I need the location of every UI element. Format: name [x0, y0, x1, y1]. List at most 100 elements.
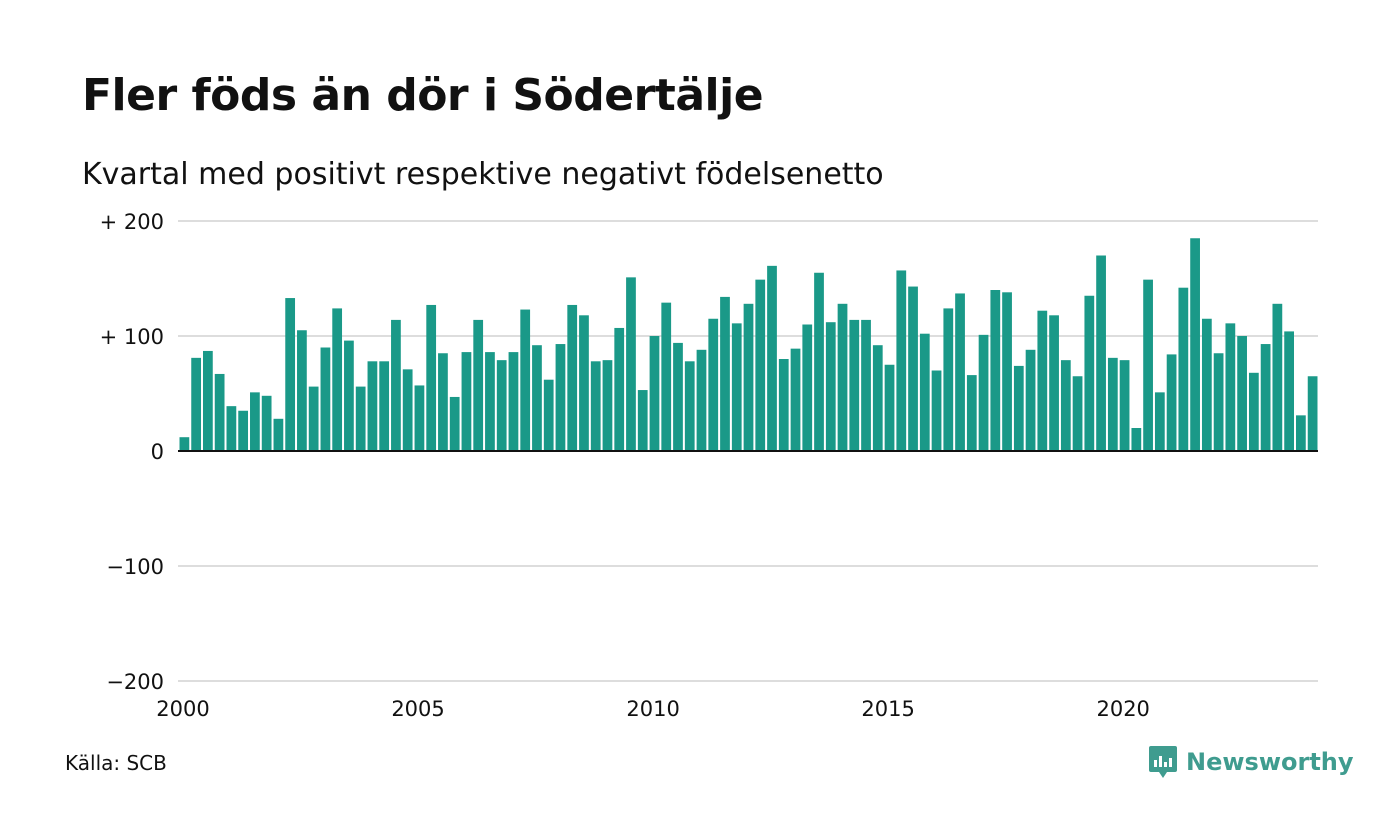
bar [931, 370, 942, 451]
bar [438, 353, 448, 451]
x-tick-label: 2010 [626, 697, 679, 721]
bar [1002, 292, 1012, 451]
bar [837, 303, 848, 451]
bar [861, 319, 871, 451]
bar [555, 344, 566, 451]
bar [778, 359, 789, 451]
chart-title: Fler föds än dör i Södertälje [82, 70, 764, 121]
bar [320, 347, 331, 451]
bar [1037, 310, 1048, 451]
bar [391, 319, 401, 451]
bar [1025, 349, 1036, 451]
bar [485, 352, 495, 451]
bar [567, 304, 578, 451]
bar [1084, 295, 1095, 451]
chart-subtitle: Kvartal med positivt respektive negativt… [82, 157, 884, 192]
bar [1096, 255, 1106, 451]
gridlines [178, 220, 1318, 682]
bar [1178, 287, 1189, 451]
y-tick-label: + 200 [100, 210, 164, 234]
bar [966, 375, 977, 451]
bar [1237, 336, 1247, 451]
bar [308, 386, 319, 451]
y-tick-label: 0 [151, 440, 164, 464]
bar [1060, 360, 1071, 451]
bar [1225, 323, 1236, 451]
bar [696, 349, 707, 451]
bar [579, 315, 589, 451]
bar [790, 348, 801, 451]
bar [978, 334, 989, 451]
bar [943, 308, 954, 451]
y-tick-label: −100 [106, 555, 164, 579]
bar [896, 270, 907, 451]
bar [543, 379, 554, 451]
bar [261, 395, 272, 451]
brand-logo: Newsworthy [1148, 744, 1354, 780]
bar [250, 392, 260, 451]
bar [673, 342, 683, 451]
bar [955, 293, 965, 451]
bar [1072, 376, 1083, 451]
bar [1284, 331, 1294, 451]
bars [179, 238, 1318, 451]
bar [1131, 428, 1142, 451]
bar [743, 303, 754, 451]
bar [414, 385, 425, 451]
bar [191, 357, 202, 451]
bar [226, 406, 237, 451]
bar [814, 272, 824, 451]
bar [649, 336, 660, 451]
bar [367, 361, 378, 451]
bar [720, 296, 730, 451]
bar [1272, 303, 1283, 451]
x-tick-label: 2015 [861, 697, 914, 721]
bar [1295, 415, 1306, 451]
bar [203, 350, 213, 451]
bar [473, 319, 484, 451]
bar [179, 437, 190, 451]
bar [1154, 392, 1165, 451]
bar [1248, 372, 1259, 451]
bar [626, 277, 636, 451]
bar [1307, 376, 1318, 451]
bar [332, 308, 343, 451]
bar [297, 330, 307, 451]
bar [849, 319, 860, 451]
bar [520, 309, 531, 451]
bar [802, 324, 813, 451]
bar [1049, 315, 1059, 451]
bar [767, 265, 777, 451]
x-tick-label: 2020 [1096, 697, 1149, 721]
bar [825, 322, 836, 451]
bar [1107, 357, 1118, 451]
bar [602, 360, 613, 451]
bar [1201, 318, 1212, 451]
x-tick-label: 2005 [391, 697, 444, 721]
bar [661, 302, 672, 451]
x-tick-label: 2000 [156, 697, 209, 721]
bar [1143, 279, 1153, 451]
bar [273, 418, 284, 451]
bar [1166, 354, 1177, 451]
bar [355, 386, 366, 451]
bar [990, 290, 1001, 451]
bar [238, 410, 249, 451]
bar [684, 361, 695, 451]
bar [344, 340, 354, 451]
bar [908, 286, 918, 451]
bar [285, 298, 296, 451]
bar [508, 352, 519, 451]
bar [872, 345, 883, 451]
bar [426, 304, 437, 451]
bar [731, 323, 742, 451]
bar [214, 373, 225, 451]
bar [637, 390, 648, 451]
brand-name: Newsworthy [1186, 748, 1354, 776]
y-tick-label: + 100 [100, 325, 164, 349]
bar [379, 361, 390, 451]
bar [1190, 238, 1200, 451]
bar [449, 396, 460, 451]
bar [1260, 344, 1271, 451]
